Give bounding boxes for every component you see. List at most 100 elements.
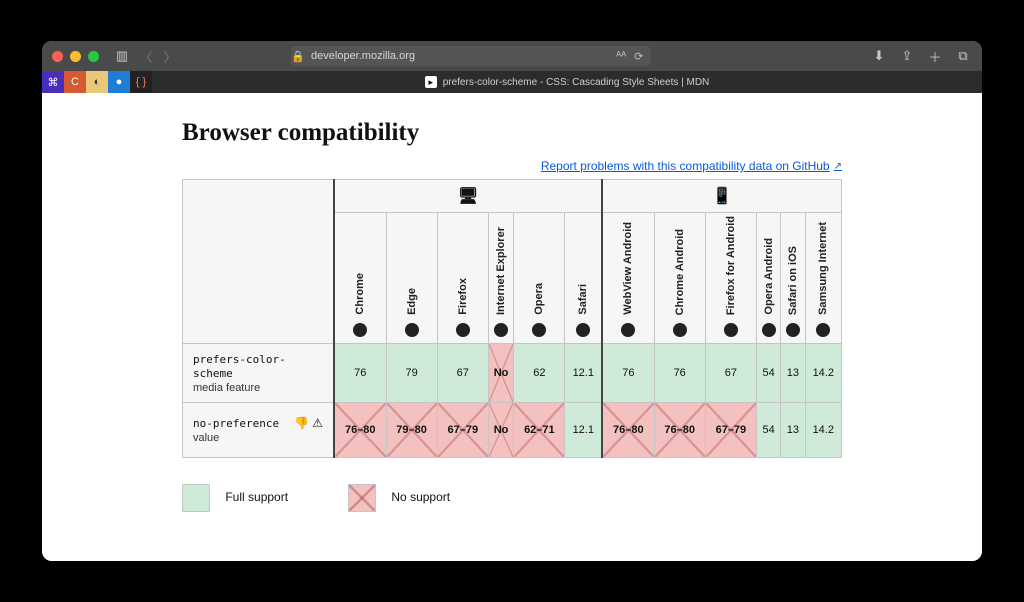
minimize-window[interactable]: [70, 51, 81, 62]
compat-value: 79–80: [396, 424, 427, 436]
extension-icon[interactable]: C: [64, 71, 86, 93]
browser-name: Opera Android: [763, 238, 775, 315]
browser-icon: [405, 323, 419, 337]
compat-cell[interactable]: No: [488, 344, 513, 403]
compat-value: 67: [457, 367, 469, 379]
sidebar-icon[interactable]: ▥: [113, 47, 131, 65]
browser-header: Internet Explorer: [488, 213, 513, 344]
compat-value: 62: [533, 367, 545, 379]
external-link-icon: ↗: [834, 161, 842, 172]
compat-cell[interactable]: 67–79: [437, 403, 488, 458]
tabs-icon[interactable]: ⧉: [954, 47, 972, 65]
browser-header: Safari: [565, 213, 602, 344]
browser-icon: [762, 323, 776, 337]
browser-name: WebView Android: [622, 222, 634, 315]
compat-value: 76–80: [345, 424, 376, 436]
table-row: no-preference👎 ⚠︎value76–8079–8067–79No6…: [183, 403, 842, 458]
share-icon[interactable]: ⇪: [898, 47, 916, 65]
extension-icon[interactable]: ●: [108, 71, 130, 93]
extension-icon[interactable]: { }: [130, 71, 152, 93]
compat-cell[interactable]: 13: [781, 344, 805, 403]
forward-icon[interactable]: 〉: [161, 47, 179, 65]
compat-cell[interactable]: No: [488, 403, 513, 458]
browser-header: Safari on iOS: [781, 213, 805, 344]
compat-cell[interactable]: 79–80: [386, 403, 437, 458]
row-badges: 👎 ⚠︎: [294, 416, 323, 430]
compat-cell[interactable]: 14.2: [805, 403, 841, 458]
back-icon[interactable]: 〈: [137, 47, 155, 65]
browser-header: Samsung Internet: [805, 213, 841, 344]
reader-icon[interactable]: ᴬᴬ: [616, 50, 626, 63]
compat-cell[interactable]: 76–80: [334, 403, 386, 458]
feature-meta: value: [193, 432, 323, 444]
extension-icon[interactable]: ⌘: [42, 71, 64, 93]
window-controls: [52, 51, 99, 62]
compat-value: 13: [787, 367, 799, 379]
report-link-text: Report problems with this compatibility …: [541, 159, 830, 173]
compat-value: 76–80: [664, 424, 695, 436]
browser-header: WebView Android: [602, 213, 654, 344]
compat-cell[interactable]: 76: [602, 344, 654, 403]
compat-cell[interactable]: 62: [514, 344, 565, 403]
browser-header: Chrome: [334, 213, 386, 344]
tabstrip: ⌘ C ◐ ● { } ▸ prefers-color-scheme - CSS…: [42, 71, 982, 93]
legend-no: No support: [348, 484, 450, 512]
downloads-icon[interactable]: ⬇︎: [870, 47, 888, 65]
compat-cell[interactable]: 12.1: [565, 344, 602, 403]
tab-title: prefers-color-scheme - CSS: Cascading St…: [443, 77, 710, 88]
compat-cell[interactable]: 54: [756, 403, 780, 458]
compat-value: 14.2: [813, 424, 834, 436]
compat-value: 76: [354, 367, 366, 379]
row-header: prefers-color-schememedia feature: [183, 344, 335, 403]
extension-icon[interactable]: ◐: [86, 71, 108, 93]
mobile-icon: 📱: [712, 188, 732, 205]
legend-full: Full support: [182, 484, 288, 512]
compat-cell[interactable]: 54: [756, 344, 780, 403]
titlebar: ▥ 〈 〉 🔒 developer.mozilla.org ᴬᴬ ⟳ ⬇︎ ⇪ …: [42, 41, 982, 71]
browser-header: Edge: [386, 213, 437, 344]
compat-value: 62–71: [524, 424, 555, 436]
compat-value: 67: [725, 367, 737, 379]
compat-value: 54: [762, 367, 774, 379]
url-text: developer.mozilla.org: [311, 50, 415, 62]
compat-cell[interactable]: 76–80: [602, 403, 654, 458]
compat-cell[interactable]: 14.2: [805, 344, 841, 403]
compat-cell[interactable]: 76: [654, 344, 705, 403]
browser-tab[interactable]: ▸ prefers-color-scheme - CSS: Cascading …: [152, 71, 982, 93]
browser-icon: [724, 323, 738, 337]
compat-cell[interactable]: 76–80: [654, 403, 705, 458]
browser-icon: [353, 323, 367, 337]
compat-cell[interactable]: 76: [334, 344, 386, 403]
browser-header: Chrome Android: [654, 213, 705, 344]
address-bar[interactable]: 🔒 developer.mozilla.org ᴬᴬ ⟳: [291, 46, 651, 66]
compat-cell[interactable]: 79: [386, 344, 437, 403]
browser-name: Chrome Android: [674, 229, 686, 315]
browser-header: Firefox for Android: [705, 213, 756, 344]
browser-name: Samsung Internet: [817, 222, 829, 315]
compat-table: 🖥 📱 ChromeEdgeFirefoxInternet ExplorerOp…: [182, 179, 842, 458]
compat-value: 12.1: [573, 367, 594, 379]
browser-window: ▥ 〈 〉 🔒 developer.mozilla.org ᴬᴬ ⟳ ⬇︎ ⇪ …: [42, 41, 982, 561]
compat-cell[interactable]: 12.1: [565, 403, 602, 458]
new-tab-icon[interactable]: ＋: [926, 47, 944, 65]
report-link[interactable]: Report problems with this compatibility …: [541, 159, 842, 173]
feature-code: no-preference: [193, 417, 279, 430]
compat-cell[interactable]: 67: [705, 344, 756, 403]
reload-icon[interactable]: ⟳: [634, 50, 643, 63]
close-window[interactable]: [52, 51, 63, 62]
browser-icon: [456, 323, 470, 337]
zoom-window[interactable]: [88, 51, 99, 62]
compat-cell[interactable]: 13: [781, 403, 805, 458]
browser-name: Firefox: [457, 278, 469, 315]
browser-icon: [532, 323, 546, 337]
lock-icon: 🔒: [291, 50, 305, 63]
compat-value: 79: [405, 367, 417, 379]
compat-cell[interactable]: 67: [437, 344, 488, 403]
page-content: Browser compatibility Report problems wi…: [42, 93, 982, 561]
table-row: prefers-color-schememedia feature 76 79 67 N…: [183, 344, 842, 403]
compat-cell[interactable]: 67–79: [705, 403, 756, 458]
legend-full-label: Full support: [225, 490, 288, 504]
compat-cell[interactable]: 62–71: [514, 403, 565, 458]
compat-value: 14.2: [813, 367, 834, 379]
browser-header: Firefox: [437, 213, 488, 344]
